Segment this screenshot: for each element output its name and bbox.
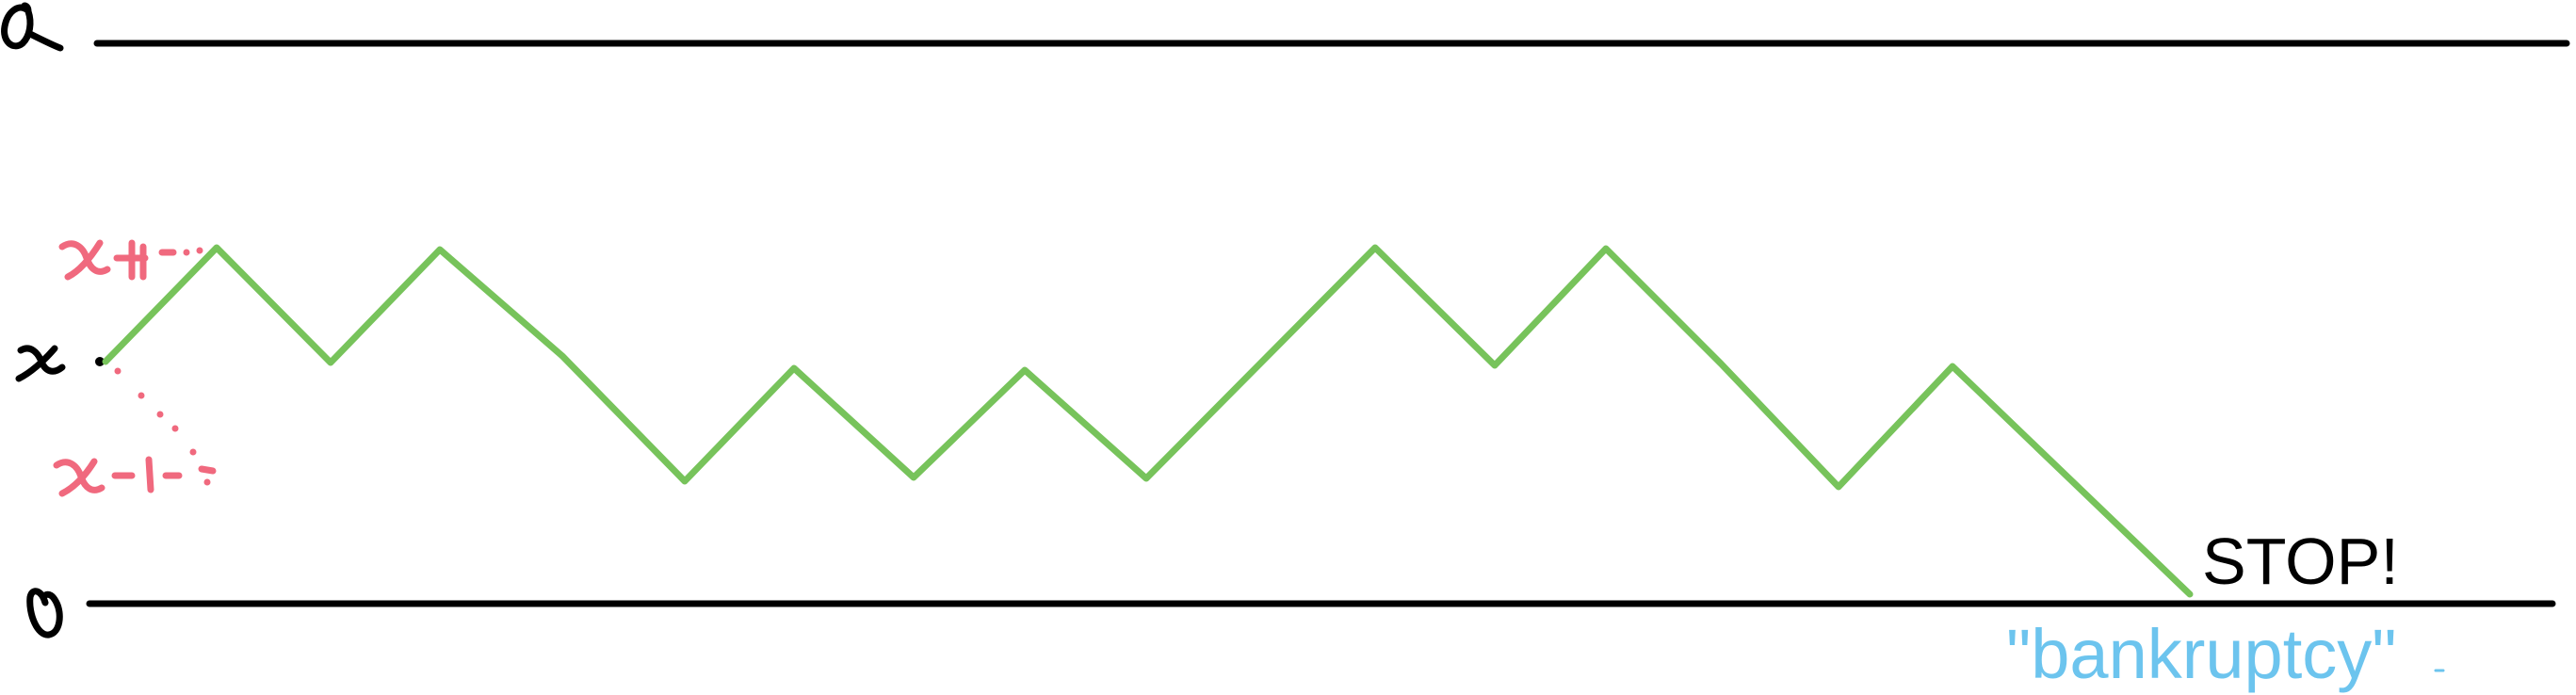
stop-annotation: STOP! <box>2202 525 2399 598</box>
step-down-dotted-path <box>114 367 197 456</box>
step-down-label <box>53 456 217 497</box>
upper-boundary-label-a <box>1 2 64 52</box>
random-walk-path <box>102 244 2194 598</box>
start-label-x <box>15 345 105 382</box>
step-up-label <box>58 239 203 281</box>
lower-boundary-label-0 <box>26 588 63 638</box>
bankruptcy-annotation: "bankruptcy" <box>2006 615 2397 693</box>
